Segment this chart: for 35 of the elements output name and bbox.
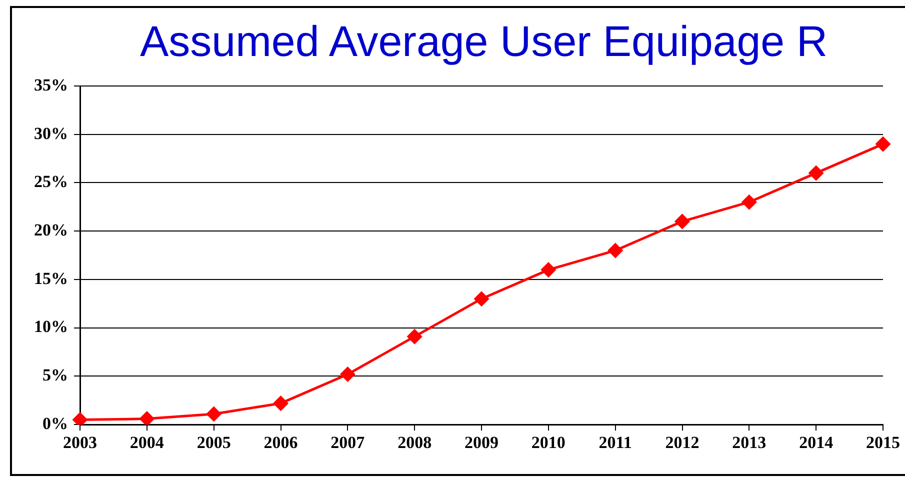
x-tick-label: 2013	[732, 433, 766, 452]
x-tick-label: 2009	[464, 433, 498, 452]
y-tick-label: 25%	[34, 172, 68, 192]
y-tick-label: 15%	[34, 268, 68, 288]
x-tick-label: 2004	[130, 433, 164, 452]
y-tick-label: 0%	[42, 414, 68, 433]
point	[808, 166, 824, 180]
y-tick-label: 30%	[34, 124, 68, 143]
x-tick-label: 2010	[531, 433, 566, 452]
point	[541, 262, 556, 278]
x-tick-label: 2003	[63, 433, 97, 452]
point	[140, 412, 154, 425]
x-tick-label: 2014	[799, 433, 834, 452]
chart-title: Assumed Average User Equipage R	[140, 18, 828, 67]
point	[608, 243, 623, 258]
point	[407, 329, 422, 344]
point	[876, 136, 890, 152]
x-tick-label: 2005	[196, 433, 231, 452]
x-tick-label: 2008	[398, 433, 432, 452]
point	[742, 194, 756, 210]
y-tick-label: 20%	[34, 220, 68, 240]
point	[274, 396, 288, 411]
point	[340, 367, 355, 382]
x-tick-label: 2015	[866, 433, 900, 452]
y-tick-label: 35%	[34, 75, 68, 94]
point	[72, 412, 88, 425]
x-tick-label: 2012	[665, 433, 700, 452]
point	[206, 406, 222, 422]
y-tick-label: 10%	[34, 317, 68, 336]
x-tick-label: 2006	[264, 433, 298, 452]
y-tick-label: 5%	[42, 366, 68, 385]
point	[675, 214, 690, 229]
point	[474, 292, 489, 306]
x-tick-label: 2011	[598, 433, 632, 452]
x-tick-label: 2007	[330, 433, 366, 452]
